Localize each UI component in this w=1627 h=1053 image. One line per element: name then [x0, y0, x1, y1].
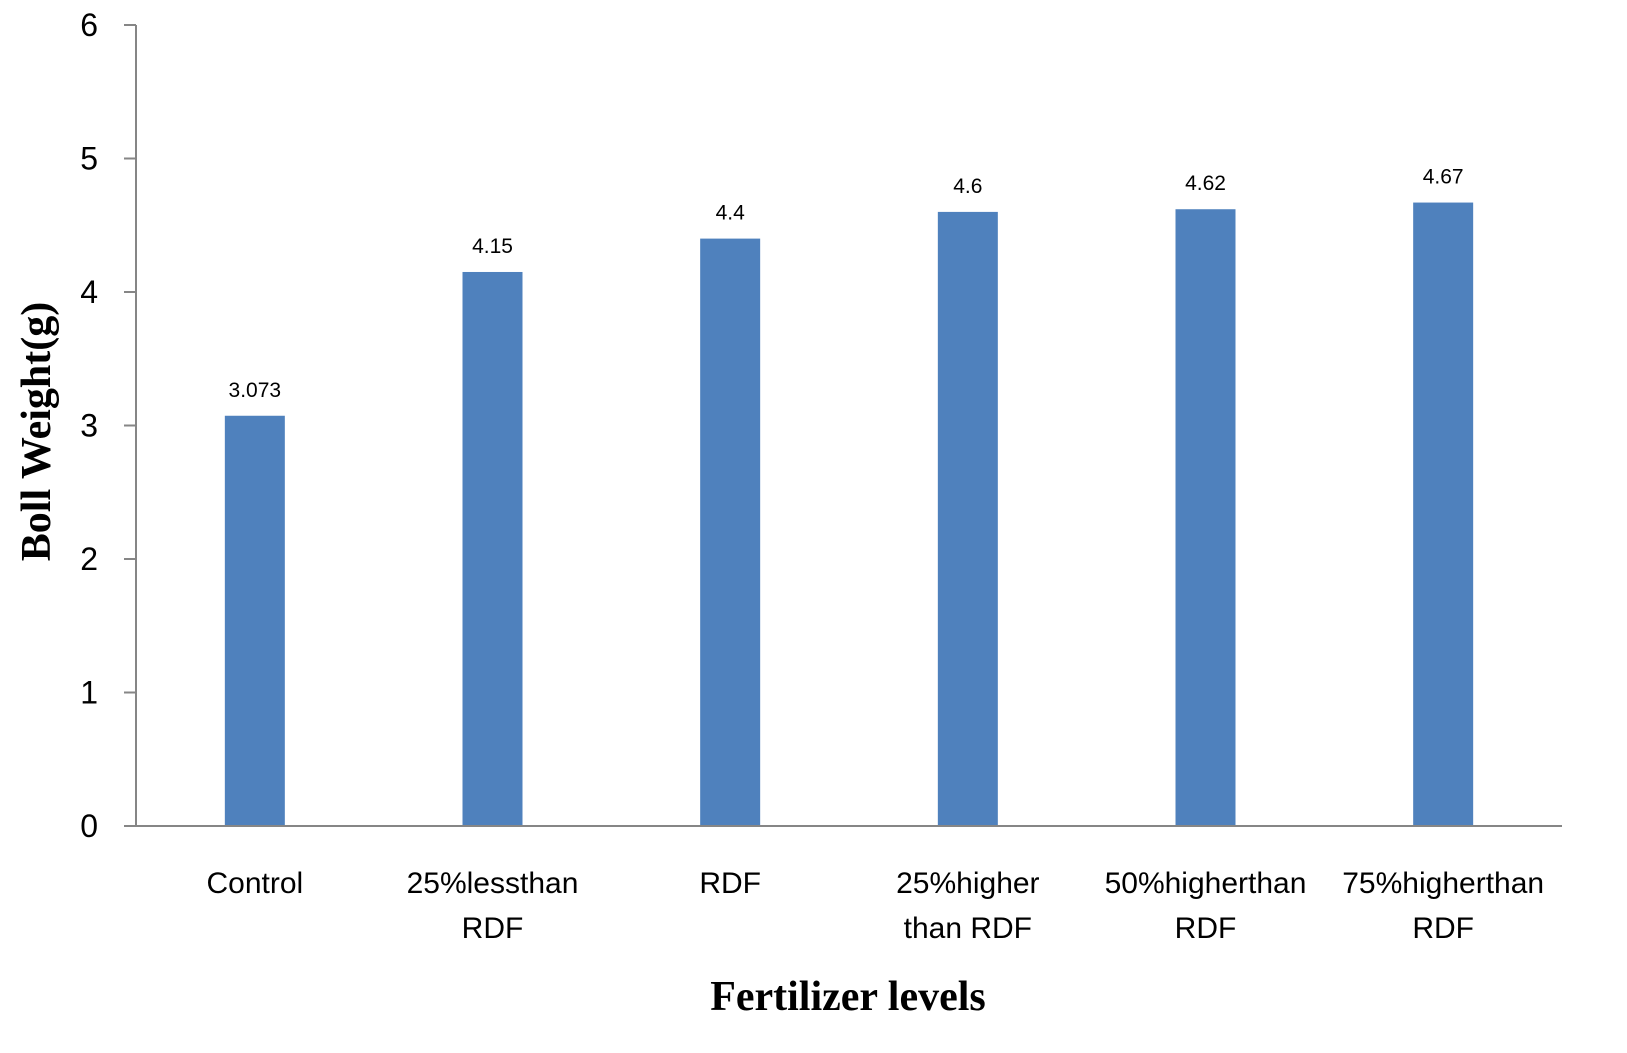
x-tick-label: 25%higher than RDF: [896, 867, 1039, 945]
y-tick-label: 1: [80, 675, 98, 711]
data-label: 4.15: [472, 235, 513, 258]
bar: [462, 271, 523, 827]
y-tick-label: 5: [80, 141, 98, 177]
y-tick-label: 0: [80, 808, 98, 844]
x-tick-label: 50%higherthan RDF: [1105, 867, 1307, 945]
data-label: 4.4: [716, 202, 746, 225]
x-axis-title: Fertilizer levels: [710, 974, 986, 1020]
y-tick-label: 2: [80, 541, 98, 577]
x-tick-label: Control: [206, 867, 303, 900]
data-label: 3.073: [229, 379, 282, 402]
bar: [937, 211, 998, 826]
x-tick-label: 75%higherthan RDF: [1342, 867, 1544, 945]
data-labels: 3.073 4.15 4.4 4.6 4.62 4.67: [229, 166, 1464, 402]
y-tick-label: 3: [80, 408, 98, 444]
x-axis-category-labels: Control 25%lessthan RDF RDF 25%higher than RD…: [206, 867, 1544, 945]
x-tick-label: RDF: [699, 867, 761, 900]
x-tick-label-line: Control: [206, 867, 303, 900]
bars: [224, 202, 1474, 827]
bar: [700, 238, 761, 827]
x-tick-label-line: RDF: [699, 867, 761, 900]
x-tick-label-line: RDF: [1412, 912, 1474, 945]
bar: [1413, 202, 1474, 826]
y-axis-title: Boll Weight(g): [14, 302, 60, 561]
bar: [224, 415, 285, 826]
x-tick-label-line: than RDF: [904, 912, 1032, 945]
x-tick-label-line: 25%higher: [896, 867, 1039, 900]
y-tick-label: 4: [80, 274, 98, 310]
x-tick-label-line: 50%higherthan: [1105, 867, 1307, 900]
y-tick-label: 6: [80, 7, 98, 43]
data-label: 4.6: [953, 175, 982, 198]
y-axis-ticks: 0 1 2 3 4 5 6: [80, 7, 136, 844]
x-tick-label-line: 75%higherthan: [1342, 867, 1544, 900]
bar: [1175, 209, 1236, 827]
data-label: 4.62: [1185, 172, 1226, 195]
x-tick-label: 25%lessthan RDF: [407, 867, 579, 945]
x-tick-label-line: 25%lessthan: [407, 867, 579, 900]
data-label: 4.67: [1423, 166, 1464, 189]
x-tick-label-line: RDF: [462, 912, 524, 945]
x-tick-label-line: RDF: [1175, 912, 1237, 945]
